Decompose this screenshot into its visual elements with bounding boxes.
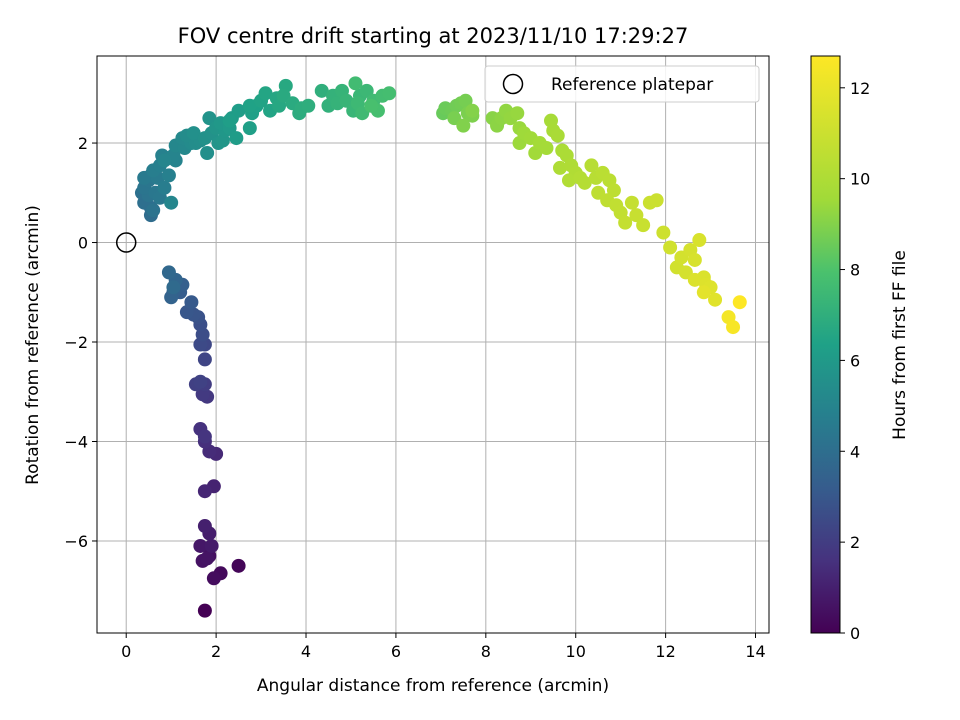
- data-point: [696, 285, 711, 300]
- colorbar-label: Hours from first FF file: [890, 250, 910, 440]
- colorbar-tick-label: 12: [850, 79, 870, 98]
- y-tick-label: −6: [64, 532, 88, 551]
- data-point: [193, 538, 208, 553]
- x-tick-label: 6: [391, 642, 401, 661]
- x-tick-label: 14: [745, 642, 765, 661]
- axis-ticks: 0 2 4 6 8 10 12 14 −6 −4 −2 0 2: [64, 134, 765, 661]
- colorbar-tick-label: 10: [850, 170, 870, 189]
- data-point: [636, 218, 651, 233]
- data-point: [314, 83, 329, 98]
- data-point: [692, 233, 707, 248]
- reference-point-marker: [115, 232, 137, 253]
- data-point: [242, 98, 257, 113]
- colorbar-ticks: 0 2 4 6 8 10 12: [840, 79, 870, 643]
- plot-frame: [96, 55, 770, 634]
- data-point: [164, 195, 179, 210]
- data-point: [258, 86, 273, 101]
- data-point: [732, 295, 747, 310]
- data-point: [197, 603, 212, 618]
- data-point: [649, 193, 664, 208]
- legend-box: [484, 65, 760, 103]
- data-point: [231, 558, 246, 573]
- y-tick-label: 2: [78, 134, 88, 153]
- y-tick-label: 0: [78, 234, 88, 253]
- data-point: [193, 374, 208, 389]
- data-point: [465, 103, 480, 118]
- colorbar-gradient: [810, 55, 841, 634]
- x-tick-label: 0: [121, 642, 131, 661]
- legend-label-reference: Reference platepar: [551, 75, 713, 95]
- data-point: [197, 484, 212, 499]
- data-point: [161, 168, 176, 183]
- data-point: [206, 571, 221, 586]
- colorbar-tick-label: 0: [850, 624, 860, 643]
- data-point: [550, 128, 565, 143]
- x-tick-label: 8: [481, 642, 491, 661]
- y-tick-label: −2: [64, 333, 88, 352]
- data-point: [184, 295, 199, 310]
- data-point: [197, 519, 212, 534]
- data-point: [656, 225, 671, 240]
- data-points: [115, 76, 747, 618]
- data-point: [584, 158, 599, 173]
- data-point: [231, 103, 246, 118]
- data-point: [510, 106, 525, 121]
- data-point: [552, 160, 567, 175]
- data-point: [348, 76, 363, 91]
- data-point: [222, 113, 237, 128]
- data-point: [229, 131, 244, 146]
- colorbar: 0 2 4 6 8 10 12 Hours from first FF file: [810, 55, 910, 643]
- data-point: [726, 320, 741, 335]
- data-point: [197, 352, 212, 367]
- data-point: [629, 208, 644, 223]
- data-point: [157, 180, 172, 195]
- data-point: [166, 280, 181, 295]
- data-point: [242, 121, 257, 136]
- data-point: [561, 173, 576, 188]
- x-axis-label: Angular distance from reference (arcmin): [257, 676, 609, 696]
- data-point: [577, 175, 592, 190]
- y-axis-label: Rotation from reference (arcmin): [23, 205, 43, 485]
- colorbar-tick-label: 6: [850, 351, 860, 370]
- data-point: [687, 252, 702, 267]
- data-point: [539, 141, 554, 156]
- data-point: [200, 551, 215, 566]
- x-tick-label: 10: [566, 642, 586, 661]
- data-point: [157, 153, 172, 168]
- data-point: [708, 292, 723, 307]
- data-point: [458, 93, 473, 108]
- data-point: [161, 265, 176, 280]
- colorbar-tick-label: 2: [850, 533, 860, 552]
- data-point: [618, 215, 633, 230]
- colorbar-tick-label: 4: [850, 442, 860, 461]
- data-point: [202, 111, 217, 126]
- data-point: [456, 118, 471, 133]
- data-point: [663, 240, 678, 255]
- x-tick-label: 2: [211, 642, 221, 661]
- y-tick-label: −4: [64, 432, 88, 451]
- x-tick-label: 12: [655, 642, 675, 661]
- data-point: [364, 98, 379, 113]
- data-point: [197, 429, 212, 444]
- data-point: [606, 183, 621, 198]
- data-point: [204, 538, 219, 553]
- data-point: [382, 86, 397, 101]
- data-point: [186, 126, 201, 141]
- legend: Reference platepar: [484, 65, 760, 103]
- data-point: [339, 93, 354, 108]
- data-point: [359, 83, 374, 98]
- data-point: [146, 203, 161, 218]
- colorbar-tick-label: 8: [850, 261, 860, 280]
- legend-marker-reference: [502, 73, 524, 95]
- data-point: [301, 98, 316, 113]
- x-tick-label: 4: [301, 642, 311, 661]
- data-point: [200, 145, 215, 160]
- data-point: [687, 272, 702, 287]
- chart-title: FOV centre drift starting at 2023/11/10 …: [178, 24, 689, 48]
- data-point: [624, 195, 639, 210]
